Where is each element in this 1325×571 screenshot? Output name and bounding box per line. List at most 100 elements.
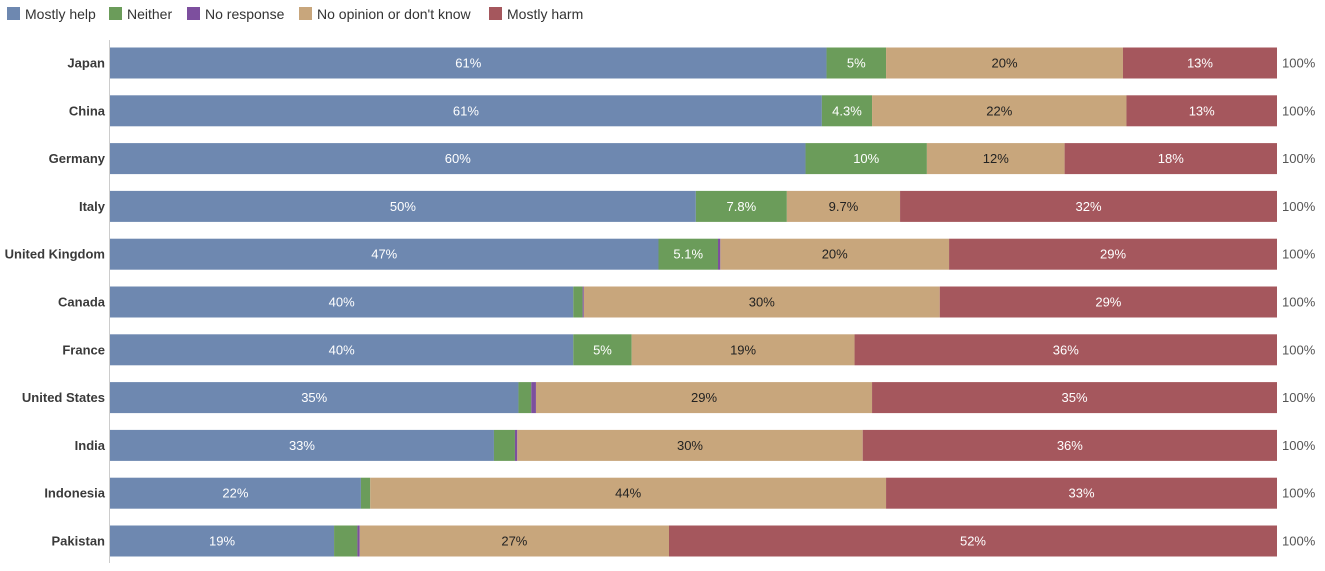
bar-united-states-no-response bbox=[531, 382, 536, 414]
bar-united-kingdom-mostly-harm bbox=[949, 238, 1277, 270]
bar-france-mostly-harm bbox=[854, 334, 1277, 366]
legend-swatch-no-response bbox=[187, 7, 200, 20]
bar-japan-neither bbox=[826, 47, 887, 79]
total-label-indonesia: 100% bbox=[1282, 486, 1316, 501]
bar-india-no-opinion-or-don-t-know bbox=[517, 429, 863, 461]
bar-italy-neither bbox=[695, 190, 787, 222]
data-label-china-mostly-harm: 13% bbox=[1189, 103, 1215, 118]
bar-canada-neither bbox=[573, 286, 583, 318]
data-label-china-no-opinion-or-don-t-know: 22% bbox=[986, 103, 1012, 118]
category-label-france: France bbox=[62, 342, 105, 357]
bar-india-neither bbox=[493, 429, 515, 461]
legend-label-no-response: No response bbox=[205, 6, 285, 22]
data-label-united-states-mostly-harm: 35% bbox=[1062, 390, 1088, 405]
bar-indonesia-mostly-help bbox=[110, 477, 361, 509]
category-label-germany: Germany bbox=[49, 151, 106, 166]
data-label-france-mostly-help: 40% bbox=[329, 342, 355, 357]
legend-label-neither: Neither bbox=[127, 6, 172, 22]
bar-canada-mostly-harm bbox=[939, 286, 1277, 318]
total-label-canada: 100% bbox=[1282, 295, 1316, 310]
bar-china-neither bbox=[821, 95, 873, 127]
total-label-china: 100% bbox=[1282, 103, 1316, 118]
data-label-italy-mostly-harm: 32% bbox=[1076, 199, 1102, 214]
bar-italy-mostly-help bbox=[110, 190, 696, 222]
bar-france-mostly-help bbox=[110, 334, 574, 366]
data-label-canada-mostly-help: 40% bbox=[329, 295, 355, 310]
data-label-japan-neither: 5% bbox=[847, 56, 866, 71]
bar-france-no-opinion-or-don-t-know bbox=[631, 334, 855, 366]
bar-pakistan-mostly-harm bbox=[668, 525, 1277, 557]
data-label-germany-neither: 10% bbox=[853, 151, 879, 166]
legend-label-no-opinion-or-don-t-know: No opinion or don't know bbox=[317, 6, 472, 22]
legend-swatch-mostly-help bbox=[7, 7, 20, 20]
category-label-china: China bbox=[69, 103, 106, 118]
category-label-japan: Japan bbox=[67, 56, 105, 71]
bar-united-states-mostly-help bbox=[110, 382, 519, 414]
legend-swatch-no-opinion-or-don-t-know bbox=[299, 7, 312, 20]
bar-pakistan-no-response bbox=[357, 525, 360, 557]
data-label-india-mostly-harm: 36% bbox=[1057, 438, 1083, 453]
bar-italy-mostly-harm bbox=[900, 190, 1277, 222]
total-label-united-states: 100% bbox=[1282, 390, 1316, 405]
category-label-pakistan: Pakistan bbox=[52, 534, 106, 549]
data-label-united-states-no-opinion-or-don-t-know: 29% bbox=[691, 390, 717, 405]
bar-united-kingdom-neither bbox=[658, 238, 719, 270]
data-label-indonesia-no-opinion-or-don-t-know: 44% bbox=[615, 486, 641, 501]
category-label-united-kingdom: United Kingdom bbox=[5, 247, 105, 262]
bar-japan-mostly-harm bbox=[1122, 47, 1277, 79]
bars bbox=[110, 47, 1277, 557]
data-label-france-mostly-harm: 36% bbox=[1053, 342, 1079, 357]
bar-united-states-mostly-harm bbox=[872, 382, 1277, 414]
data-label-canada-no-opinion-or-don-t-know: 30% bbox=[749, 295, 775, 310]
data-label-china-mostly-help: 61% bbox=[453, 103, 479, 118]
bar-india-no-response bbox=[514, 429, 518, 461]
data-label-china-neither: 4.3% bbox=[832, 103, 862, 118]
total-label-italy: 100% bbox=[1282, 199, 1316, 214]
data-label-japan-no-opinion-or-don-t-know: 20% bbox=[991, 56, 1017, 71]
total-label-india: 100% bbox=[1282, 438, 1316, 453]
bar-united-kingdom-no-opinion-or-don-t-know bbox=[720, 238, 950, 270]
bar-japan-mostly-help bbox=[110, 47, 827, 79]
category-label-indonesia: Indonesia bbox=[44, 486, 105, 501]
category-label-italy: Italy bbox=[79, 199, 106, 214]
bar-germany-neither bbox=[805, 143, 927, 175]
data-label-italy-neither: 7.8% bbox=[727, 199, 757, 214]
bar-china-no-opinion-or-don-t-know bbox=[872, 95, 1127, 127]
legend-swatch-mostly-harm bbox=[489, 7, 502, 20]
bar-germany-no-opinion-or-don-t-know bbox=[926, 143, 1065, 175]
bar-france-neither bbox=[573, 334, 632, 366]
data-label-united-kingdom-no-opinion-or-don-t-know: 20% bbox=[822, 247, 848, 262]
data-label-united-kingdom-neither: 5.1% bbox=[673, 247, 703, 262]
data-label-indonesia-mostly-harm: 33% bbox=[1069, 486, 1095, 501]
bar-china-mostly-help bbox=[110, 95, 822, 127]
bar-united-kingdom-mostly-help bbox=[110, 238, 659, 270]
bar-united-states-neither bbox=[518, 382, 532, 414]
bar-pakistan-neither bbox=[334, 525, 358, 557]
bar-united-kingdom-no-response bbox=[718, 238, 721, 270]
bar-canada-no-opinion-or-don-t-know bbox=[583, 286, 940, 318]
data-label-france-neither: 5% bbox=[593, 342, 612, 357]
bar-canada-mostly-help bbox=[110, 286, 574, 318]
data-label-india-no-opinion-or-don-t-know: 30% bbox=[677, 438, 703, 453]
bar-india-mostly-harm bbox=[862, 429, 1277, 461]
bar-china-mostly-harm bbox=[1126, 95, 1277, 127]
data-label-france-no-opinion-or-don-t-know: 19% bbox=[730, 342, 756, 357]
total-label-germany: 100% bbox=[1282, 151, 1316, 166]
data-label-japan-mostly-help: 61% bbox=[455, 56, 481, 71]
bar-canada-no-response bbox=[582, 286, 584, 318]
bar-japan-no-opinion-or-don-t-know bbox=[886, 47, 1123, 79]
bar-germany-mostly-help bbox=[110, 143, 806, 175]
data-label-india-mostly-help: 33% bbox=[289, 438, 315, 453]
data-label-pakistan-mostly-harm: 52% bbox=[960, 534, 986, 549]
total-labels: 100% 100% 100% 100% 100% 100% 100% 100% 100% 100%… bbox=[1282, 56, 1316, 549]
legend-swatch-neither bbox=[109, 7, 122, 20]
bar-united-states-no-opinion-or-don-t-know bbox=[535, 382, 873, 414]
legend-label-mostly-harm: Mostly harm bbox=[507, 6, 583, 22]
data-label-pakistan-mostly-help: 19% bbox=[209, 534, 235, 549]
bar-india-mostly-help bbox=[110, 429, 494, 461]
category-label-canada: Canada bbox=[58, 295, 106, 310]
data-label-germany-no-opinion-or-don-t-know: 12% bbox=[983, 151, 1009, 166]
data-label-pakistan-no-opinion-or-don-t-know: 27% bbox=[501, 534, 527, 549]
segment-labels: 61% 5% 20% 13% 61% 4.3% 22% 13% 60% 10% 12% 18% 50% 7… bbox=[209, 56, 1215, 549]
